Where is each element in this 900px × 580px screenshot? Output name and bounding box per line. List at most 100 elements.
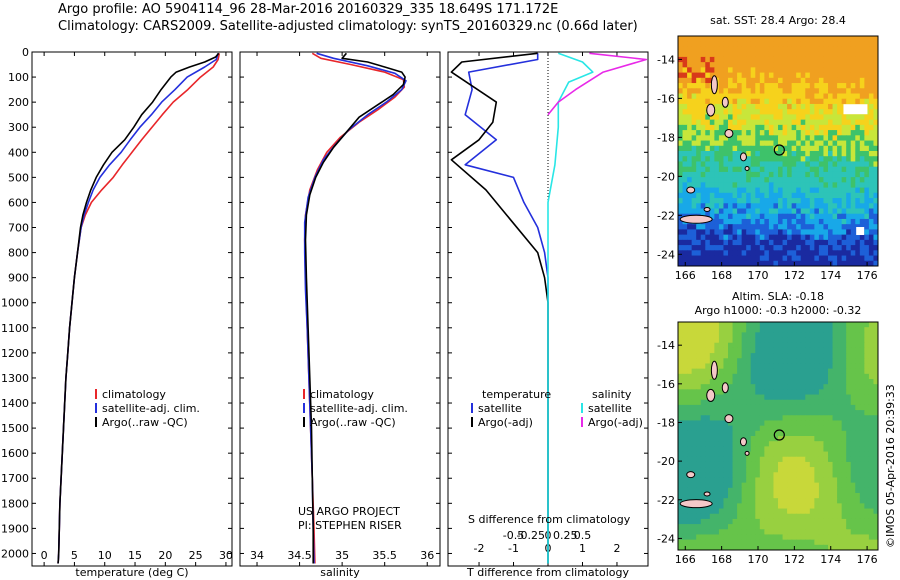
- y-tick-label: 500: [8, 171, 29, 184]
- island-shape: [679, 214, 713, 224]
- s-difference-label: S difference from climatology: [468, 513, 631, 526]
- lat-tick-label: -16: [657, 92, 675, 105]
- lon-tick-label: 166: [675, 269, 696, 282]
- lat-tick-label: -18: [657, 131, 675, 144]
- plot-frame: [239, 51, 441, 567]
- legend-label: satellite-adj. clim.: [310, 402, 408, 415]
- y-tick-label: 1000: [1, 297, 29, 310]
- pi-label: PI: STEPHEN RISER: [298, 519, 402, 532]
- map-field: [678, 36, 879, 267]
- island-shape: [721, 96, 729, 108]
- y-tick-label: 1200: [1, 347, 29, 360]
- legend-label: Argo(..raw -QC): [102, 416, 188, 429]
- x-tick-label: 5: [71, 549, 78, 562]
- x-axis-label: salinity: [320, 566, 360, 579]
- y-tick-label: 1700: [1, 472, 29, 485]
- lon-tick-label: 176: [857, 269, 878, 282]
- lat-tick-label: -20: [657, 170, 675, 183]
- lat-tick-label: -20: [657, 455, 675, 468]
- legend-label: satellite-adj. clim.: [102, 402, 200, 415]
- series-line-3: [547, 52, 648, 116]
- y-tick-label: 1800: [1, 497, 29, 510]
- island-shape: [703, 206, 711, 212]
- series-line-1: [450, 52, 549, 564]
- lon-tick-label: 168: [711, 269, 732, 282]
- map-frame: [677, 35, 879, 267]
- island-shape: [686, 471, 696, 479]
- island-shape: [744, 450, 750, 456]
- plot-frame: [31, 51, 233, 567]
- y-tick-label: 1400: [1, 397, 29, 410]
- y-tick-label: 400: [8, 146, 29, 159]
- lat-tick-label: -14: [657, 53, 675, 66]
- salinity-panel: 34 34.5 35 35.5 36 salinity climatologysatelli…: [239, 51, 441, 579]
- lat-tick-label: -22: [657, 494, 675, 507]
- series-line-2: [304, 52, 406, 564]
- x-tick-label: 0: [41, 549, 48, 562]
- x-tick-label: 2: [613, 542, 620, 555]
- lon-tick-label: 170: [748, 553, 769, 566]
- lon-tick-label: 172: [784, 553, 805, 566]
- island-shape: [706, 103, 716, 117]
- island-shape: [686, 186, 696, 194]
- x-axis-label: T difference from climatology: [466, 566, 629, 579]
- argo-position-marker: [773, 144, 785, 156]
- legend-heading: temperature: [482, 388, 551, 401]
- island-shape: [710, 360, 718, 380]
- x-tick-label: 35.5: [372, 549, 397, 562]
- x-tick-label: 35: [335, 549, 349, 562]
- imos-credit: ©IMOS 05-Apr-2016 20:39:33: [884, 384, 897, 548]
- missing-data-patch: [856, 227, 865, 236]
- lon-tick-label: 176: [857, 553, 878, 566]
- lat-tick-label: -24: [657, 248, 675, 261]
- lon-tick-label: 170: [748, 269, 769, 282]
- sst-map-title: sat. SST: 28.4 Argo: 28.4: [710, 14, 846, 27]
- argo-position-marker: [773, 429, 785, 441]
- island-shape: [739, 437, 747, 447]
- lat-tick-label: -16: [657, 378, 675, 391]
- x2-tick-label: 0.25: [553, 529, 578, 542]
- island-shape: [721, 382, 729, 394]
- y-tick-label: 1500: [1, 422, 29, 435]
- legend-heading: salinity: [592, 388, 632, 401]
- x-tick-label: 1: [579, 542, 586, 555]
- x-tick-label: 15: [128, 549, 142, 562]
- legend-label: Argo(-adj): [588, 416, 643, 429]
- sst-map: 166 168 170 172 174 176 -14 -16 -18 -20 -22 -24: [657, 35, 879, 282]
- series-line-0: [464, 53, 549, 564]
- map-frame: [677, 321, 879, 551]
- y-tick-label: 0: [22, 46, 29, 59]
- series-line-1: [57, 53, 219, 564]
- lon-tick-label: 174: [820, 553, 841, 566]
- legend-label: climatology: [102, 388, 166, 401]
- map-field: [678, 322, 879, 551]
- y-tick-label: 600: [8, 196, 29, 209]
- legend-label: Argo(..raw -QC): [310, 416, 396, 429]
- climatology-subtitle: Climatology: CARS2009. Satellite-adjuste…: [58, 19, 638, 34]
- x-tick-label: 36: [420, 549, 434, 562]
- y-tick-label: 800: [8, 247, 29, 260]
- island-shape: [703, 491, 711, 497]
- island-shape: [724, 128, 734, 138]
- y-tick-label: 700: [8, 222, 29, 235]
- lon-tick-label: 172: [784, 269, 805, 282]
- x-tick-label: 34: [250, 549, 264, 562]
- temperature-panel: 0 5 10 15 20 25 30 temperature (deg C) 0 100 200 30…: [1, 46, 233, 579]
- lon-tick-label: 168: [711, 553, 732, 566]
- y-tick-label: 1600: [1, 447, 29, 460]
- y-tick-label: 300: [8, 121, 29, 134]
- legend-label: satellite: [588, 402, 632, 415]
- x2-tick-label: 0.5: [574, 529, 592, 542]
- lat-tick-label: -24: [657, 532, 675, 545]
- x-tick-label: 20: [158, 549, 172, 562]
- island-shape: [739, 152, 747, 162]
- lat-tick-label: -18: [657, 416, 675, 429]
- lat-tick-label: -22: [657, 209, 675, 222]
- sla-map-title: Altim. SLA: -0.18: [731, 290, 825, 303]
- y-tick-label: 1300: [1, 372, 29, 385]
- x2-tick-label: -0.5: [503, 529, 524, 542]
- x-tick-label: 34.5: [287, 549, 312, 562]
- series-line-0: [303, 52, 406, 564]
